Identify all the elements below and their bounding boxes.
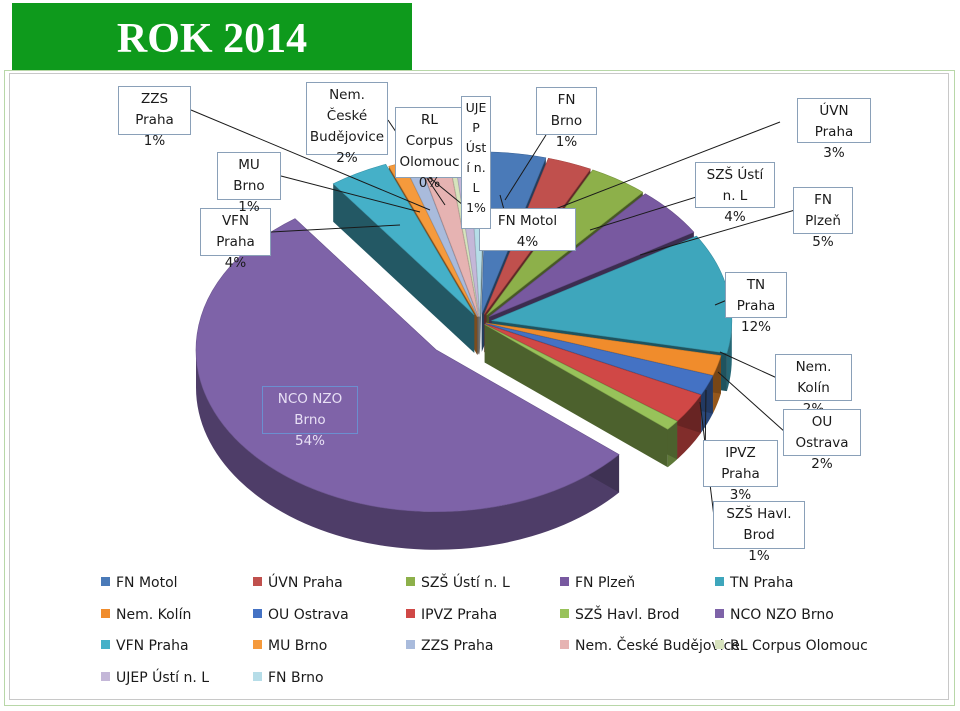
leader-line-16 [504,134,547,201]
legend-item-2: SZŠ Ústí n. L [406,575,510,591]
legend-item-6: OU Ostrava [253,607,349,623]
data-label-15: UJE P Úst í n. L 1% [461,96,491,229]
legend-label-4: TN Praha [730,575,794,591]
data-label-10: VFN Praha 4% [200,208,271,271]
data-label-14: RL Corpus Olomouc 0% [395,107,464,191]
legend-item-1: ÚVN Praha [253,575,343,591]
pie-slice-wall-8-1 [484,324,668,468]
legend-swatch-3 [560,577,569,586]
legend-item-7: IPVZ Praha [406,607,497,623]
legend-label-2: SZŠ Ústí n. L [421,575,510,591]
legend-label-3: FN Plzeň [575,575,636,591]
data-label-5: Nem. Kolín 2% [775,354,852,417]
legend-item-9: NCO NZO Brno [715,607,834,623]
legend-item-11: MU Brno [253,638,327,654]
data-label-13: Nem. České Budějovice 2% [306,82,388,166]
leader-line-11 [280,175,421,213]
pie-slice-8 [484,324,678,430]
legend-swatch-14 [715,640,724,649]
data-label-6: OU Ostrava 2% [783,409,861,472]
chart-frame [4,70,955,706]
legend-item-13: Nem. České Budějovice [560,638,740,654]
legend-swatch-10 [101,640,110,649]
legend-label-11: MU Brno [268,638,328,654]
legend-swatch-0 [101,577,110,586]
legend-swatch-15 [101,672,110,681]
pie-slice-6 [485,323,714,395]
leader-line-3 [639,209,796,256]
legend-swatch-4 [715,577,724,586]
legend-label-15: UJEP Ústí n. L [116,670,210,686]
legend-item-16: FN Brno [253,670,324,686]
legend-label-8: SZŠ Havl. Brod [575,607,680,623]
legend-item-3: FN Plzeň [560,575,635,591]
legend-item-14: RL Corpus Olomouc [715,638,868,654]
legend-label-9: NCO NZO Brno [730,607,834,623]
page-title: ROK 2014 [116,16,308,62]
legend-swatch-2 [406,577,415,586]
data-label-4: TN Praha 12% [725,272,787,335]
leader-line-10 [270,224,401,233]
legend-item-5: Nem. Kolín [101,607,191,623]
legend-swatch-6 [253,609,262,618]
data-label-12: ZZS Praha 1% [118,86,191,149]
legend-swatch-5 [101,609,110,618]
legend-label-16: FN Brno [268,670,324,686]
legend-label-14: RL Corpus Olomouc [730,638,868,654]
legend-label-7: IPVZ Praha [421,607,498,623]
data-label-11: MU Brno 1% [217,152,281,215]
pie-slice-9 [195,218,620,513]
legend-swatch-1 [253,577,262,586]
legend-swatch-7 [406,609,415,618]
pie-slice-side-9 [196,349,620,550]
legend-swatch-13 [560,640,569,649]
pie-slice-3 [488,193,695,317]
pie-slice-5 [485,322,722,376]
legend-label-5: Nem. Kolín [116,607,192,623]
leader-line-5 [719,351,778,379]
legend-label-6: OU Ostrava [268,607,349,623]
legend-swatch-16 [253,672,262,681]
leader-line-12 [190,109,431,211]
legend-label-13: Nem. České Budějovice [575,638,740,654]
legend-item-15: UJEP Ústí n. L [101,670,209,686]
legend-swatch-12 [406,640,415,649]
data-label-8: SZŠ Havl. Brod 1% [713,501,805,564]
legend-item-0: FN Motol [101,575,178,591]
data-label-1: ÚVN Praha 3% [797,98,871,161]
legend-label-12: ZZS Praha [421,638,494,654]
data-label-9: NCO NZO Brno 54% [262,386,358,449]
legend-label-1: ÚVN Praha [268,575,343,591]
legend-item-12: ZZS Praha [406,638,494,654]
leader-line-14 [429,177,464,206]
pie-slice-10 [332,163,475,316]
legend-item-10: VFN Praha [101,638,189,654]
legend-swatch-11 [253,640,262,649]
legend-swatch-9 [715,609,724,618]
pie-slice-7 [484,323,702,422]
pie-slice-wall-10-0 [333,183,475,353]
data-label-7: IPVZ Praha 3% [703,440,778,503]
data-label-3: FN Plzeň 5% [793,187,853,250]
title-banner: ROK 2014 [12,3,412,71]
data-label-2: SZŠ Ústí n. L 4% [695,162,775,225]
legend-swatch-8 [560,609,569,618]
legend-item-8: SZŠ Havl. Brod [560,607,680,623]
leader-line-1 [544,121,781,214]
leader-line-6 [717,371,786,433]
legend-label-0: FN Motol [116,575,178,591]
data-label-16: FN Brno 1% [536,87,597,150]
legend-item-4: TN Praha [715,575,793,591]
legend-label-10: VFN Praha [116,638,189,654]
data-label-0: FN Motol 4% [479,208,576,251]
